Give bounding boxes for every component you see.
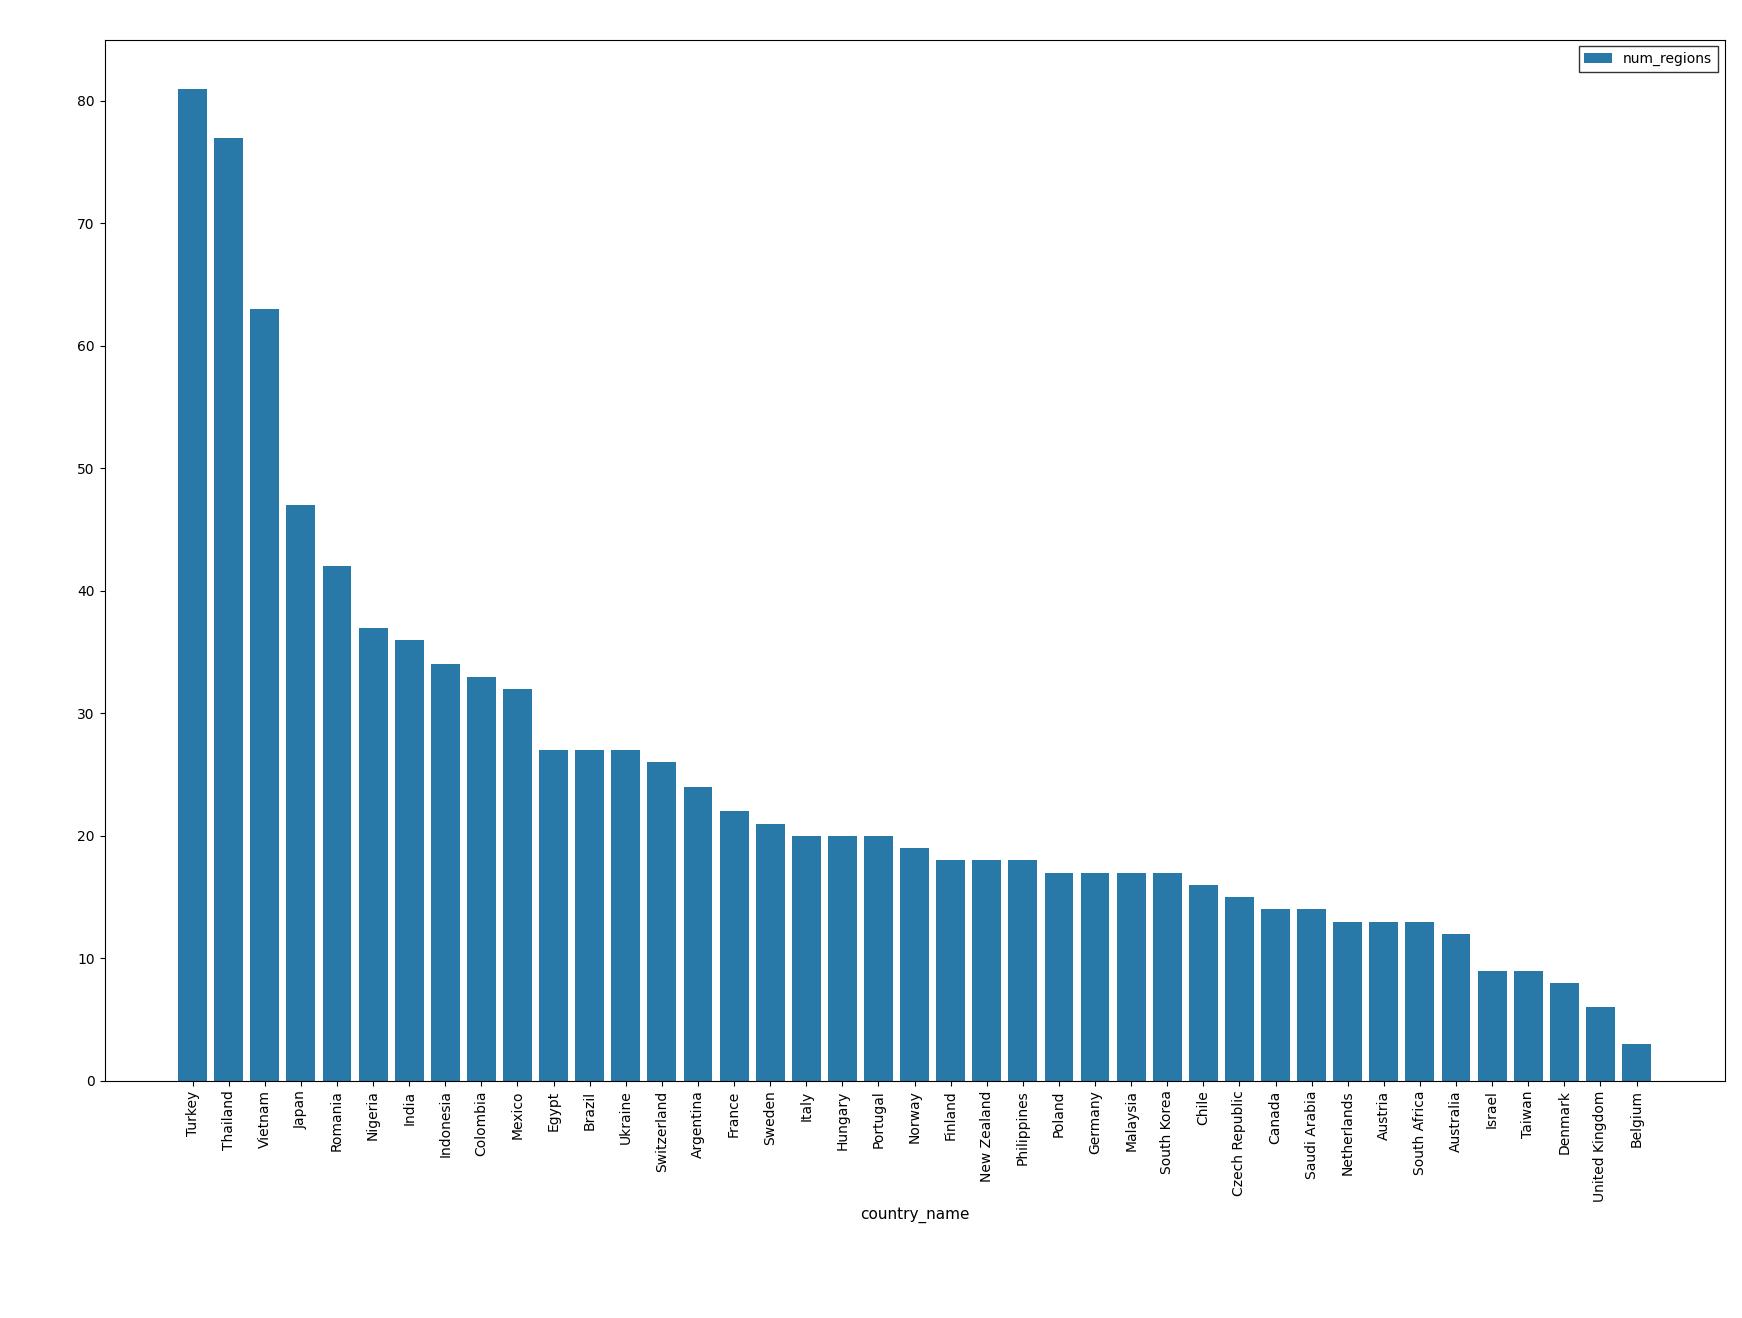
Bar xyxy=(1225,898,1254,1081)
Bar xyxy=(1153,873,1181,1081)
Bar xyxy=(1477,970,1507,1081)
Bar xyxy=(538,750,568,1081)
Bar xyxy=(1080,873,1110,1081)
Bar xyxy=(214,137,244,1081)
Bar xyxy=(1369,921,1399,1081)
Bar xyxy=(359,627,387,1081)
Bar xyxy=(1298,909,1326,1081)
Bar xyxy=(1514,970,1543,1081)
Bar xyxy=(503,689,531,1081)
Bar xyxy=(1585,1007,1615,1081)
Bar xyxy=(322,567,352,1081)
Bar xyxy=(1261,909,1291,1081)
Bar xyxy=(395,639,423,1081)
Bar xyxy=(1333,921,1362,1081)
Bar xyxy=(430,664,460,1081)
Bar xyxy=(827,836,857,1081)
Bar xyxy=(1622,1044,1651,1081)
Bar xyxy=(251,308,279,1081)
Bar xyxy=(901,847,928,1081)
Bar xyxy=(1117,873,1146,1081)
Bar xyxy=(178,88,207,1081)
Bar xyxy=(1406,921,1434,1081)
Bar xyxy=(935,861,965,1081)
Bar xyxy=(793,836,820,1081)
Bar xyxy=(1009,861,1036,1081)
Bar xyxy=(1045,873,1073,1081)
Bar xyxy=(756,824,784,1081)
Legend: num_regions: num_regions xyxy=(1578,46,1718,71)
Bar xyxy=(719,812,749,1081)
Bar xyxy=(1550,983,1578,1081)
Bar xyxy=(575,750,604,1081)
Bar xyxy=(864,836,894,1081)
Bar xyxy=(286,505,315,1081)
Bar xyxy=(683,787,712,1081)
Bar xyxy=(611,750,641,1081)
Bar xyxy=(648,762,676,1081)
Bar xyxy=(972,861,1002,1081)
Bar xyxy=(467,676,496,1081)
X-axis label: country_name: country_name xyxy=(861,1207,969,1223)
Bar xyxy=(1442,933,1470,1081)
Bar xyxy=(1188,884,1218,1081)
